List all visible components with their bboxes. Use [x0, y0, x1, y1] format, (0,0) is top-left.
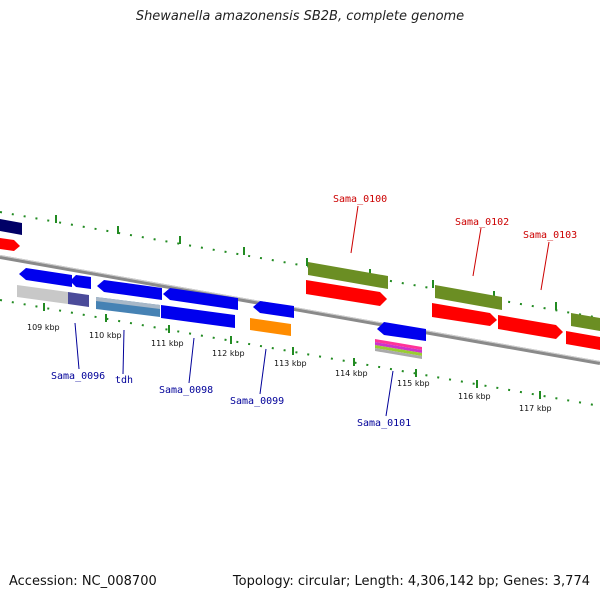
- gene-arrow-tdh[interactable]: [97, 280, 162, 300]
- forward-gene-labels: Sama_0100 Sama_0102 Sama_0103: [333, 194, 577, 241]
- scale-label-114: 114 kbp: [335, 369, 368, 378]
- gene-arrow-sama-0102[interactable]: [432, 303, 497, 326]
- gene-arrow-sama-0096b[interactable]: [70, 275, 91, 289]
- scale-label-117: 117 kbp: [519, 404, 552, 413]
- label-sama-0096[interactable]: Sama_0096: [51, 371, 105, 382]
- gene-arrow-sama-0096[interactable]: [19, 268, 72, 287]
- gene-bar-sama-0099-cds[interactable]: [250, 318, 291, 336]
- gene-marker-sama-0102[interactable]: [435, 285, 502, 310]
- label-sama-0102[interactable]: Sama_0102: [455, 217, 509, 228]
- forward-leader-lines: [350, 205, 550, 291]
- gene-arrow-sama-0103[interactable]: [498, 315, 563, 339]
- scale-label-116: 116 kbp: [458, 392, 491, 401]
- scale-label-112: 112 kbp: [212, 349, 245, 358]
- partial-gene-dark-navy[interactable]: [0, 219, 22, 235]
- gene-bar-sama-0101-multicolor[interactable]: [375, 339, 422, 359]
- lower-tick-line: [0, 299, 600, 407]
- gene-arrow-sama-0099[interactable]: [253, 301, 294, 318]
- upper-major-ticks: [55, 215, 557, 310]
- lower-major-ticks: [43, 303, 541, 399]
- gene-arrow-sama-0098[interactable]: [163, 288, 238, 310]
- label-sama-0101[interactable]: Sama_0101: [357, 418, 411, 429]
- scale-labels: 109 kbp 110 kbp 111 kbp 112 kbp 113 kbp …: [27, 323, 552, 413]
- label-sama-0100[interactable]: Sama_0100: [333, 194, 387, 205]
- label-sama-0103[interactable]: Sama_0103: [523, 230, 577, 241]
- scale-label-115: 115 kbp: [397, 379, 430, 388]
- gene-marker-sama-0100[interactable]: [308, 262, 388, 289]
- reverse-leader-lines: [74, 322, 394, 417]
- accession-text: Accession: NC_008700: [9, 574, 157, 589]
- gene-arrow-sama-0101[interactable]: [377, 322, 426, 341]
- gene-bar-grey[interactable]: [17, 285, 68, 304]
- scale-label-109: 109 kbp: [27, 323, 60, 332]
- gene-marker-right-partial[interactable]: [571, 313, 600, 331]
- scale-label-111: 111 kbp: [151, 339, 184, 348]
- label-sama-0099[interactable]: Sama_0099: [230, 396, 284, 407]
- label-sama-0098[interactable]: Sama_0098: [159, 385, 213, 396]
- genome-summary-text: Topology: circular; Length: 4,306,142 bp…: [232, 574, 590, 589]
- upper-tick-line: [0, 211, 600, 319]
- reverse-gene-labels: Sama_0096 tdh Sama_0098 Sama_0099 Sama_0…: [51, 371, 411, 429]
- map-title: Shewanella amazonensis SB2B, complete ge…: [135, 9, 465, 24]
- scale-label-113: 113 kbp: [274, 359, 307, 368]
- label-tdh[interactable]: tdh: [115, 375, 133, 386]
- gene-bar-sama-0098-cds[interactable]: [161, 305, 235, 328]
- scale-label-110: 110 kbp: [89, 331, 122, 340]
- gene-bar-slate[interactable]: [68, 292, 89, 307]
- partial-gene-red-left[interactable]: [0, 238, 20, 251]
- gene-arrow-right-partial[interactable]: [566, 331, 600, 350]
- gene-arrow-sama-0100[interactable]: [306, 280, 387, 306]
- genome-backbone: [0, 255, 600, 365]
